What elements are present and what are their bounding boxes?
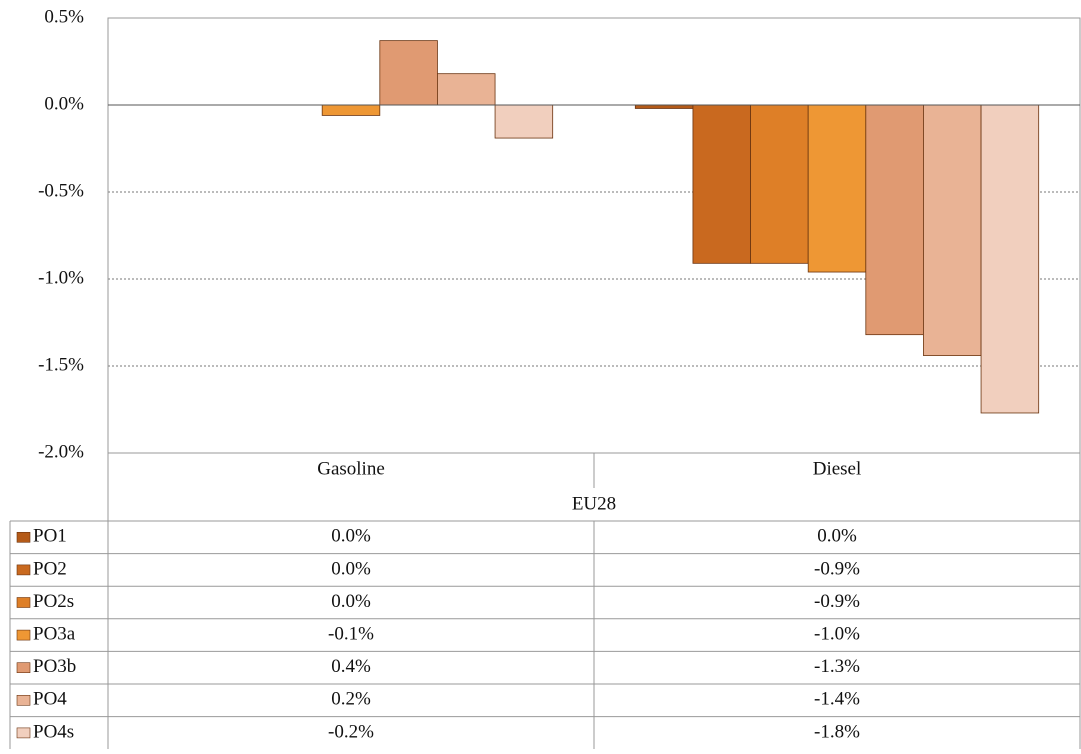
bar xyxy=(923,104,982,356)
bar xyxy=(980,104,1040,414)
y-tick-label: -1.5% xyxy=(38,354,84,375)
table-value: -1.0% xyxy=(814,623,860,644)
table-value: 0.0% xyxy=(331,591,371,612)
legend-key xyxy=(16,694,31,706)
table-value: 0.0% xyxy=(331,558,371,579)
table-value: 0.4% xyxy=(331,656,371,677)
legend-label: PO3a xyxy=(33,623,76,644)
legend-label: PO4 xyxy=(33,689,67,710)
table-value: 0.0% xyxy=(817,526,857,547)
legend-label: PO2s xyxy=(33,591,74,612)
bar xyxy=(321,104,381,116)
bar xyxy=(437,73,496,106)
legend-label: PO1 xyxy=(33,526,67,547)
legend-label: PO2 xyxy=(33,558,67,579)
x-tick-label: Diesel xyxy=(813,458,862,479)
bar xyxy=(692,104,751,264)
y-tick-label: 0.5% xyxy=(44,6,84,27)
table-value: -0.1% xyxy=(328,623,374,644)
legend-key xyxy=(16,727,31,739)
legend-label: PO3b xyxy=(33,656,76,677)
table-value: -0.9% xyxy=(814,558,860,579)
bar xyxy=(750,104,809,264)
y-tick-label: -0.5% xyxy=(38,180,84,201)
table-value: 0.2% xyxy=(331,689,371,710)
bar xyxy=(865,104,924,336)
group-label: EU28 xyxy=(572,493,616,514)
x-tick-label: Gasoline xyxy=(317,458,385,479)
bar xyxy=(379,40,438,106)
table-value: -1.3% xyxy=(814,656,860,677)
table-value: 0.0% xyxy=(331,526,371,547)
table-value: -0.9% xyxy=(814,591,860,612)
bar xyxy=(634,104,694,109)
legend-key xyxy=(16,597,31,608)
legend-key xyxy=(16,629,31,641)
y-tick-label: -1.0% xyxy=(38,267,84,288)
bar xyxy=(807,104,867,273)
legend-key xyxy=(16,564,31,576)
table-value: -0.2% xyxy=(328,721,374,742)
table-value: -1.4% xyxy=(814,689,860,710)
legend-label: PO4s xyxy=(33,721,74,742)
bar xyxy=(494,104,554,139)
y-tick-label: -2.0% xyxy=(38,441,84,462)
y-tick-label: 0.0% xyxy=(44,93,84,114)
legend-key xyxy=(16,662,31,674)
legend-key xyxy=(16,531,31,543)
table-value: -1.8% xyxy=(814,721,860,742)
